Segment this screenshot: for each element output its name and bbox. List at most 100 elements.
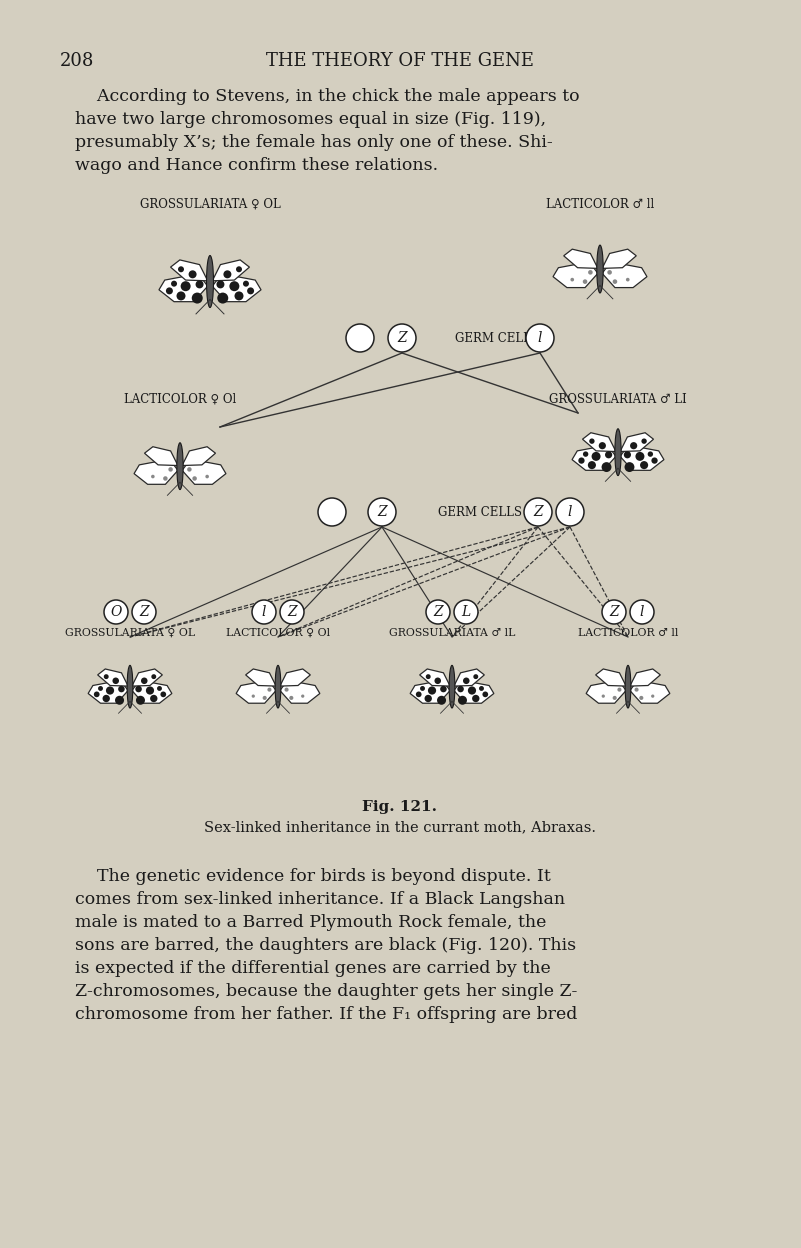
Circle shape	[428, 686, 436, 695]
Circle shape	[187, 467, 191, 472]
Circle shape	[166, 287, 173, 295]
Polygon shape	[410, 683, 450, 703]
Circle shape	[141, 678, 147, 684]
Polygon shape	[236, 683, 276, 703]
Polygon shape	[280, 669, 310, 686]
Polygon shape	[620, 433, 654, 452]
Text: Z: Z	[610, 605, 619, 619]
Polygon shape	[280, 683, 320, 703]
Circle shape	[151, 674, 156, 679]
Text: Z: Z	[397, 331, 407, 344]
Circle shape	[416, 691, 421, 698]
Circle shape	[648, 452, 653, 457]
Circle shape	[425, 695, 432, 703]
Circle shape	[188, 271, 196, 278]
Circle shape	[588, 461, 596, 469]
Polygon shape	[586, 683, 626, 703]
Circle shape	[178, 266, 184, 272]
Polygon shape	[620, 448, 664, 470]
Circle shape	[168, 467, 173, 472]
Circle shape	[223, 271, 231, 278]
Text: l: l	[262, 605, 266, 619]
Ellipse shape	[207, 256, 214, 307]
Circle shape	[463, 678, 469, 684]
Circle shape	[458, 695, 467, 705]
Text: GROSSULARIATA ♂ LI: GROSSULARIATA ♂ LI	[549, 393, 687, 406]
Polygon shape	[564, 250, 598, 268]
Circle shape	[217, 292, 228, 303]
Polygon shape	[132, 669, 163, 686]
Circle shape	[160, 691, 166, 698]
Circle shape	[135, 685, 142, 693]
Circle shape	[602, 694, 605, 698]
Text: LACTICOLOR ♀ Ol: LACTICOLOR ♀ Ol	[124, 393, 236, 406]
Circle shape	[472, 695, 480, 703]
Circle shape	[289, 696, 293, 700]
Circle shape	[437, 695, 446, 705]
Circle shape	[132, 600, 156, 624]
Circle shape	[473, 674, 478, 679]
Text: GROSSULARIATA ♀ OL: GROSSULARIATA ♀ OL	[139, 198, 280, 211]
Text: GERM CELLS: GERM CELLS	[438, 505, 522, 518]
Polygon shape	[212, 260, 249, 281]
Polygon shape	[88, 683, 128, 703]
Circle shape	[468, 686, 476, 695]
Circle shape	[630, 442, 638, 449]
Polygon shape	[553, 265, 598, 287]
Circle shape	[526, 324, 554, 352]
Circle shape	[454, 600, 478, 624]
Ellipse shape	[597, 245, 603, 293]
Circle shape	[388, 324, 416, 352]
Circle shape	[112, 678, 119, 684]
Circle shape	[639, 696, 643, 700]
Text: Fig. 121.: Fig. 121.	[363, 800, 437, 814]
Circle shape	[98, 686, 103, 691]
Circle shape	[598, 442, 606, 449]
Polygon shape	[420, 669, 450, 686]
Ellipse shape	[625, 665, 631, 708]
Circle shape	[441, 685, 447, 693]
Circle shape	[195, 281, 203, 288]
Text: The genetic evidence for birds is beyond dispute. It: The genetic evidence for birds is beyond…	[75, 869, 551, 885]
Circle shape	[301, 694, 304, 698]
Circle shape	[642, 438, 646, 444]
Text: Z: Z	[139, 605, 149, 619]
Circle shape	[613, 280, 618, 285]
Text: THE THEORY OF THE GENE: THE THEORY OF THE GENE	[266, 52, 534, 70]
Polygon shape	[132, 683, 172, 703]
Circle shape	[613, 696, 617, 700]
Circle shape	[607, 270, 612, 275]
Circle shape	[635, 452, 645, 461]
Circle shape	[592, 452, 601, 461]
Polygon shape	[182, 447, 215, 466]
Ellipse shape	[177, 443, 183, 489]
Text: l: l	[537, 331, 542, 344]
Circle shape	[247, 287, 254, 295]
Circle shape	[624, 452, 631, 458]
Circle shape	[318, 498, 346, 525]
Text: presumably X’s; the female has only one of these. Shi-: presumably X’s; the female has only one …	[75, 134, 553, 151]
Polygon shape	[630, 669, 660, 686]
Circle shape	[457, 685, 464, 693]
Ellipse shape	[615, 429, 621, 475]
Polygon shape	[630, 683, 670, 703]
Circle shape	[556, 498, 584, 525]
Text: GROSSULARIATA ♀ OL: GROSSULARIATA ♀ OL	[65, 628, 195, 638]
Circle shape	[346, 324, 374, 352]
Circle shape	[268, 688, 272, 691]
Circle shape	[216, 281, 224, 288]
Circle shape	[252, 694, 255, 698]
Circle shape	[146, 686, 154, 695]
Text: is expected if the differential genes are carried by the: is expected if the differential genes ar…	[75, 960, 551, 977]
Text: Z: Z	[288, 605, 297, 619]
Circle shape	[618, 688, 622, 691]
Text: l: l	[568, 505, 572, 519]
Text: 208: 208	[60, 52, 95, 70]
Text: chromosome from her father. If the F₁ offspring are bred: chromosome from her father. If the F₁ of…	[75, 1006, 578, 1023]
Circle shape	[570, 278, 574, 282]
Circle shape	[157, 686, 162, 691]
Polygon shape	[134, 462, 178, 484]
Polygon shape	[572, 448, 616, 470]
Circle shape	[479, 686, 484, 691]
Circle shape	[420, 686, 425, 691]
